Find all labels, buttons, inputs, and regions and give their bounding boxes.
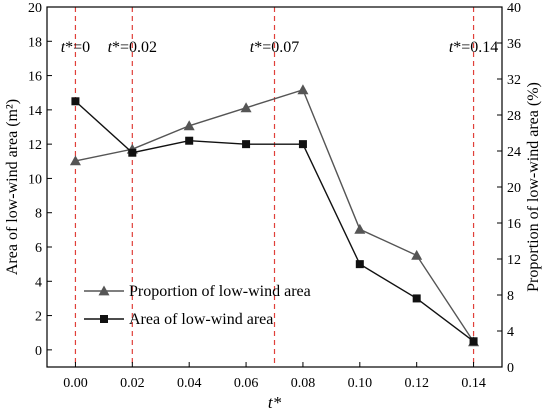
x-axis-title-letter: t bbox=[268, 393, 274, 412]
x-tick-label: 0.08 bbox=[291, 376, 316, 391]
legend-label: Proportion of low-wind area bbox=[129, 283, 311, 300]
right-y-axis: 0 4 8 12 16 20 24 28 32 36 40 bbox=[497, 1, 521, 376]
square-data-point bbox=[71, 97, 80, 106]
right-axis-title: Proportion of low-wind area (%) bbox=[525, 82, 542, 292]
x-tick-label: 0.10 bbox=[348, 376, 373, 391]
series-line bbox=[75, 88, 475, 343]
x-tick-label: 0.12 bbox=[404, 376, 429, 391]
legend: Proportion of low-wind area Area of low-w… bbox=[84, 283, 311, 328]
right-tick-label: 20 bbox=[507, 181, 521, 196]
legend-marker bbox=[100, 315, 108, 323]
triangle-data-point bbox=[69, 155, 81, 166]
left-tick-label: 4 bbox=[35, 275, 42, 290]
triangle-data-point bbox=[240, 102, 252, 113]
x-tick-label: 0.00 bbox=[63, 376, 88, 391]
series-area bbox=[71, 97, 478, 346]
left-y-axis: 0 2 4 6 8 10 12 14 16 18 20 bbox=[28, 1, 52, 359]
x-tick-label: 0.04 bbox=[177, 376, 202, 391]
right-tick-label: 32 bbox=[507, 73, 521, 88]
right-tick-label: 36 bbox=[507, 37, 521, 52]
right-tick-label: 12 bbox=[507, 253, 521, 268]
right-tick-label: 24 bbox=[507, 145, 521, 160]
left-tick-label: 14 bbox=[28, 104, 42, 119]
right-tick-label: 8 bbox=[507, 289, 514, 304]
triangle-data-point bbox=[297, 84, 309, 95]
reference-line-labels: t*=0 t*=0.02 t*=0.07 t*=0.14 bbox=[61, 39, 499, 56]
reference-line-label: t*=0.14 bbox=[449, 39, 498, 56]
triangle-data-point bbox=[411, 249, 423, 260]
reference-line-label: t*=0.07 bbox=[250, 39, 299, 56]
x-axis-title-star: * bbox=[273, 393, 282, 412]
right-tick-label: 0 bbox=[507, 361, 514, 376]
reference-line-label: t*=0.02 bbox=[108, 39, 157, 56]
right-tick-label: 4 bbox=[507, 325, 514, 340]
square-data-point bbox=[242, 140, 251, 149]
right-tick-label: 40 bbox=[507, 1, 521, 16]
square-data-point bbox=[412, 294, 421, 303]
square-data-point bbox=[298, 140, 307, 149]
left-tick-label: 6 bbox=[35, 241, 42, 256]
x-tick-label: 0.14 bbox=[461, 376, 486, 391]
triangle-data-point bbox=[183, 120, 195, 131]
left-tick-label: 8 bbox=[35, 207, 42, 222]
square-data-point bbox=[185, 136, 194, 145]
left-tick-label: 18 bbox=[28, 35, 42, 50]
legend-label: Area of low-wind area bbox=[129, 311, 273, 328]
series-layer bbox=[69, 84, 480, 347]
right-tick-label: 28 bbox=[507, 109, 521, 124]
left-tick-label: 0 bbox=[35, 344, 42, 359]
square-data-point bbox=[469, 337, 478, 346]
left-tick-label: 10 bbox=[28, 172, 42, 187]
reference-line-label: t*=0 bbox=[61, 39, 90, 56]
left-tick-label: 16 bbox=[28, 70, 42, 85]
square-data-point bbox=[128, 148, 137, 157]
x-tick-label: 0.06 bbox=[234, 376, 259, 391]
x-axis: 0.00 0.02 0.04 0.06 0.08 0.10 0.12 0.14 bbox=[63, 362, 486, 391]
legend-marker bbox=[98, 285, 110, 296]
square-data-point bbox=[355, 260, 364, 269]
left-tick-label: 20 bbox=[28, 1, 42, 16]
left-axis-title: Area of low-wind area (m²) bbox=[4, 99, 21, 275]
left-tick-label: 12 bbox=[28, 138, 42, 153]
x-tick-label: 0.02 bbox=[120, 376, 145, 391]
reference-lines bbox=[74, 7, 475, 367]
series-line bbox=[74, 100, 474, 342]
right-tick-label: 16 bbox=[507, 217, 521, 232]
x-axis-title: t* bbox=[268, 393, 282, 412]
triangle-data-point bbox=[354, 223, 366, 234]
left-tick-label: 2 bbox=[35, 310, 42, 325]
